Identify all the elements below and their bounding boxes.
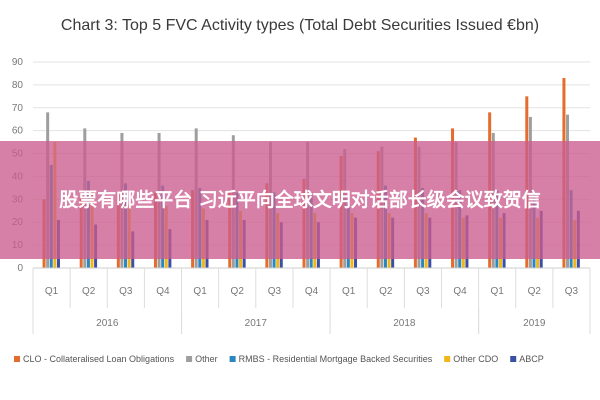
legend-swatch: [510, 356, 517, 362]
x-tick-label: Q1: [490, 286, 504, 297]
chart-title: Chart 3: Top 5 FVC Activity types (Total…: [61, 17, 539, 34]
x-tick-label: Q2: [231, 286, 245, 297]
headline-text[interactable]: 股票有哪些平台 习近平向全球文明对话部长级会议致贺信: [59, 189, 541, 211]
x-axis: Q1 Q2 Q3 Q4 Q1 Q2 Q3 Q4 Q1 Q2 Q3 Q4 Q1 Q2 Q3 2016 2017 20…: [32, 267, 591, 334]
legend-label: Other: [195, 354, 218, 364]
year-label: 2018: [393, 318, 416, 329]
legend-label: Other CDO: [453, 354, 498, 364]
headline-banner[interactable]: 股票有哪些平台 习近平向全球文明对话部长级会议致贺信: [0, 141, 600, 259]
x-tick-label: Q3: [416, 286, 430, 297]
legend-swatch: [229, 356, 236, 362]
y-tick-label: 0: [17, 263, 23, 274]
legend-label: ABCP: [519, 354, 544, 364]
x-tick-label: Q3: [119, 286, 133, 297]
y-tick-label: 70: [12, 103, 24, 114]
legend-label: RMBS - Residential Mortgage Backed Secur…: [239, 354, 433, 364]
x-tick-label: Q2: [379, 286, 393, 297]
x-tick-label: Q3: [268, 286, 282, 297]
y-tick-label: 90: [12, 57, 24, 68]
x-tick-label: Q4: [156, 286, 170, 297]
x-tick-label: Q1: [342, 286, 356, 297]
y-tick-label: 80: [12, 80, 24, 91]
legend-label: CLO - Collateralised Loan Obligations: [23, 354, 175, 364]
year-label: 2019: [523, 318, 546, 329]
x-tick-label: Q4: [305, 286, 319, 297]
x-tick-label: Q4: [453, 286, 467, 297]
x-tick-label: Q2: [82, 286, 96, 297]
y-tick-label: 60: [12, 126, 24, 137]
legend-swatch: [186, 356, 193, 362]
legend: CLO - Collateralised Loan Obligations Oth…: [14, 354, 544, 364]
year-label: 2016: [96, 318, 119, 329]
legend-swatch: [14, 356, 20, 362]
year-label: 2017: [245, 318, 268, 329]
x-tick-label: Q3: [565, 286, 579, 297]
legend-swatch: [444, 356, 451, 362]
x-tick-label: Q2: [528, 286, 542, 297]
x-tick-label: Q1: [45, 286, 59, 297]
x-tick-label: Q1: [193, 286, 207, 297]
